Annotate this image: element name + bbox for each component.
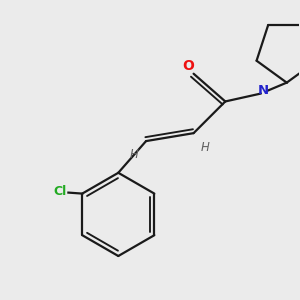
- Text: Cl: Cl: [54, 185, 67, 198]
- Text: H: H: [201, 140, 210, 154]
- Text: H: H: [130, 148, 139, 161]
- Text: O: O: [183, 59, 195, 73]
- Text: N: N: [257, 84, 268, 97]
